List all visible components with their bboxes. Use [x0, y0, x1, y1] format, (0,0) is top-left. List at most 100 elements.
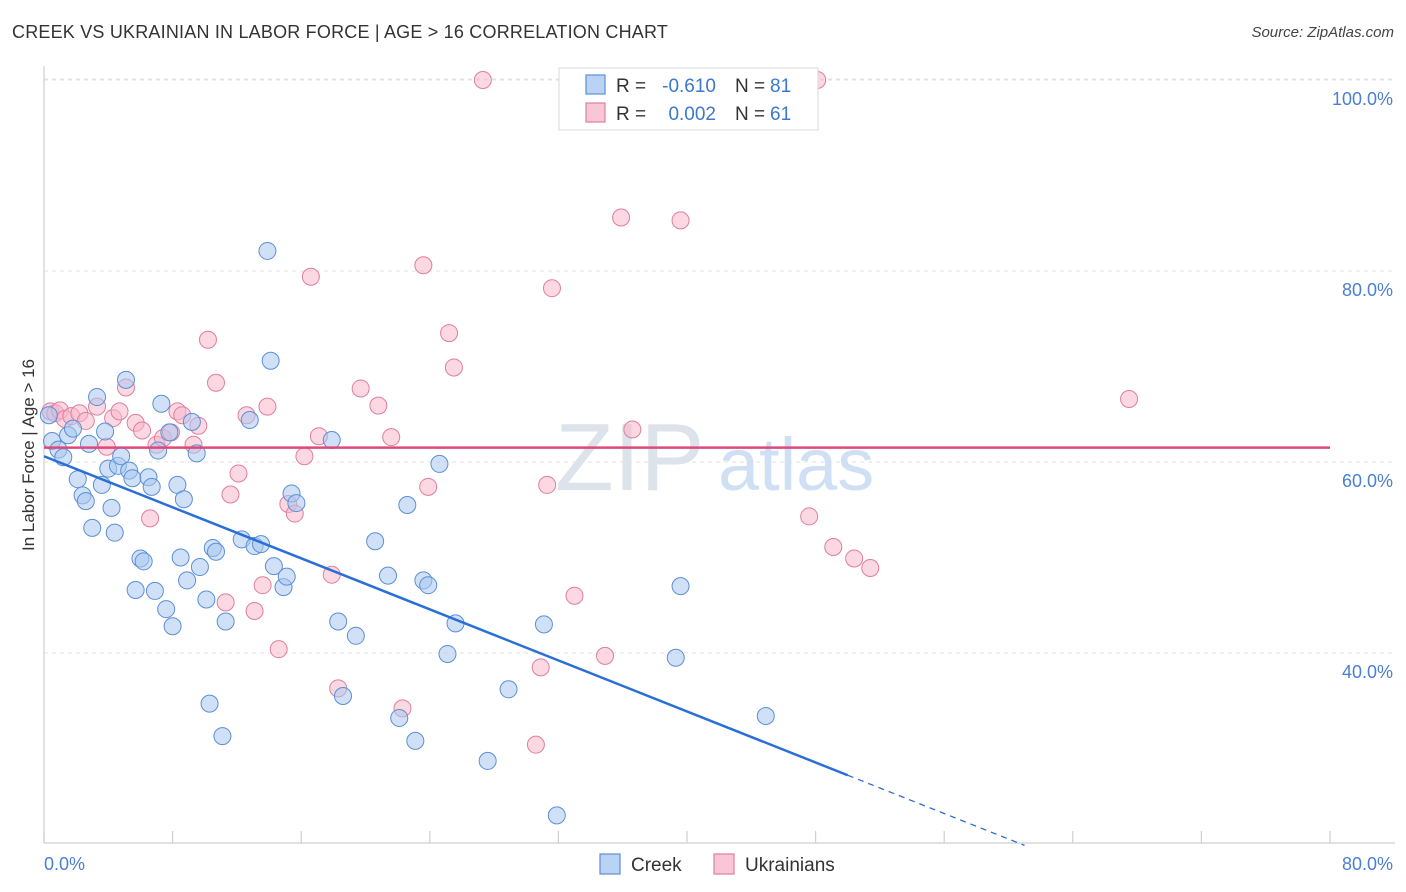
ukrainians-point	[198, 330, 217, 349]
ukrainians-point	[542, 279, 561, 298]
creek-point	[379, 566, 398, 585]
creek-point	[187, 444, 206, 463]
grid-lines	[44, 78, 1395, 654]
ukrainians-point	[565, 586, 584, 605]
axes	[43, 66, 1395, 844]
creek-point	[499, 680, 518, 699]
watermark-zip: ZIP	[555, 404, 704, 511]
creek-point	[534, 615, 553, 634]
legend-creek-label: Creek	[631, 855, 682, 876]
legend-creek-swatch	[599, 853, 621, 875]
creek-point	[105, 523, 124, 542]
ukrainians-r-value: 0.002	[668, 104, 716, 125]
ukrainians-point	[369, 396, 388, 415]
series-legend: Creek Ukrainians	[599, 853, 835, 876]
creek-point	[197, 590, 216, 609]
ukrainians-point	[229, 464, 248, 483]
creek-point	[80, 434, 99, 453]
creek-point	[366, 532, 385, 551]
ukrainians-point	[800, 507, 819, 526]
ukrainians-point	[531, 658, 550, 677]
ukrainians-point	[861, 559, 880, 578]
y-tick-label: 60.0%	[1342, 471, 1393, 491]
creek-point	[329, 612, 348, 631]
ukrainians-point	[538, 475, 557, 494]
creek-point	[346, 626, 365, 645]
chart-title: CREEK VS UKRAINIAN IN LABOR FORCE | AGE …	[12, 22, 669, 42]
creek-point	[207, 542, 226, 561]
stats-legend: R = -0.610 N = 81 R = 0.002 N = 61	[558, 67, 819, 131]
creek-point	[264, 557, 283, 576]
ukrainians-point	[671, 211, 690, 230]
creek-point	[142, 477, 161, 496]
creek-point	[671, 577, 690, 596]
creek-point	[83, 518, 102, 537]
legend-ukrainians-swatch	[713, 853, 735, 875]
creek-point	[756, 707, 775, 726]
creek-point	[398, 495, 417, 514]
creek-point	[126, 580, 145, 599]
y-tick-label: 80.0%	[1342, 280, 1393, 300]
ukrainians-point	[382, 428, 401, 447]
ukrainians-point	[526, 735, 545, 754]
creek-point	[102, 498, 121, 517]
creek-point	[322, 431, 341, 450]
creek-point	[213, 727, 232, 746]
ukrainians-r-label: R =	[616, 104, 646, 125]
creek-point	[277, 567, 296, 586]
creek-point	[160, 423, 179, 442]
ukrainians-point	[845, 549, 864, 568]
creek-point	[419, 576, 438, 595]
creek-point	[438, 644, 457, 663]
creek-points	[39, 241, 775, 825]
creek-point	[430, 454, 449, 473]
ukrainians-point	[612, 208, 631, 227]
creek-trend-line	[43, 455, 849, 777]
creek-point	[134, 552, 153, 571]
creek-point	[163, 617, 182, 636]
ukrainians-point	[110, 402, 129, 421]
ukrainians-point	[596, 646, 615, 665]
creek-point	[76, 492, 95, 511]
creek-r-label: R =	[616, 76, 646, 97]
creek-n-value: 81	[770, 76, 791, 97]
y-tick-label: 100.0%	[1332, 89, 1393, 109]
creek-point	[216, 612, 235, 631]
ukrainians-point	[295, 447, 314, 466]
creek-point	[88, 388, 107, 407]
creek-point	[96, 422, 115, 441]
creek-point	[406, 731, 425, 750]
creek-n-label: N =	[735, 76, 765, 97]
ukrainians-point	[473, 71, 492, 89]
creek-point	[200, 694, 219, 713]
source-credit: Source: ZipAtlas.com	[1251, 24, 1394, 41]
creek-point	[174, 490, 193, 509]
ukrainians-point	[1120, 389, 1139, 408]
creek-point	[63, 419, 82, 438]
creek-point	[547, 806, 566, 825]
ukrainians-point	[133, 421, 152, 440]
ukrainians-point	[351, 379, 370, 398]
creek-point	[190, 558, 209, 577]
creek-point	[123, 469, 142, 488]
creek-point	[258, 241, 277, 260]
ukrainians-points	[41, 71, 1139, 754]
creek-point	[116, 370, 135, 389]
ukrainians-n-label: N =	[735, 104, 765, 125]
creek-point	[261, 351, 280, 370]
creek-point	[478, 751, 497, 770]
ukrainians-point	[258, 397, 277, 416]
creek-point	[145, 581, 164, 600]
ukrainians-point	[216, 593, 235, 612]
ukrainians-point	[269, 640, 288, 659]
y-axis-label: In Labor Force | Age > 16	[19, 359, 38, 551]
creek-swatch	[585, 74, 606, 95]
creek-point	[333, 686, 352, 705]
creek-point	[157, 600, 176, 619]
watermark-atlas: atlas	[718, 423, 874, 506]
watermark: ZIP atlas	[555, 404, 874, 511]
creek-point	[152, 394, 171, 413]
ukrainians-point	[221, 485, 240, 504]
creek-point	[182, 412, 201, 431]
ukrainians-point	[141, 509, 160, 528]
